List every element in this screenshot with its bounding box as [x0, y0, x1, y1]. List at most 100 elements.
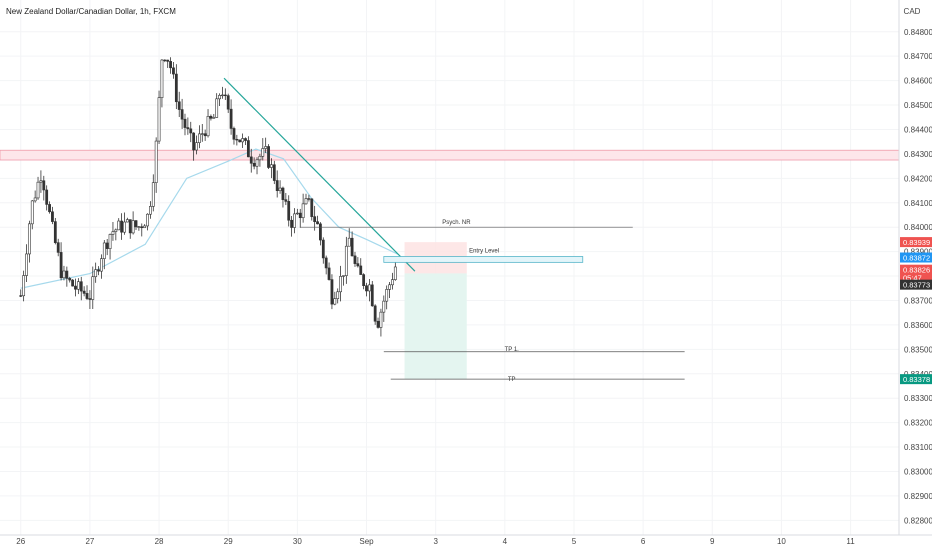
candle-body: [180, 109, 184, 120]
candle-body: [102, 242, 106, 259]
candle-body: [183, 118, 187, 128]
candle-body: [85, 293, 89, 299]
tp-label: TP: [508, 377, 516, 383]
candle-body: [267, 146, 270, 168]
candle-body: [284, 199, 288, 202]
candle-body: [33, 197, 37, 202]
candle-body: [301, 203, 305, 219]
price-tag-text: 0.83939: [903, 238, 930, 247]
price-tag-stop: [900, 237, 932, 248]
candle-body: [393, 266, 397, 280]
candle-body: [19, 295, 23, 297]
downtrend-line: [223, 77, 416, 272]
candle-body: [278, 187, 282, 191]
time-tick-label: 30: [293, 537, 302, 546]
candle-body: [350, 237, 354, 257]
candle-body: [238, 139, 242, 143]
entry-level-box: [383, 256, 584, 263]
candle-body: [339, 276, 342, 293]
candle-body: [330, 279, 334, 305]
candle-body: [321, 239, 325, 259]
candle-body: [131, 220, 135, 234]
time-tick-label: 6: [641, 537, 646, 546]
candle-body: [316, 221, 319, 225]
candle-body: [359, 265, 363, 275]
candle-body: [336, 291, 340, 299]
candle-body: [264, 146, 268, 149]
candle-body: [241, 138, 245, 143]
candle-body: [324, 257, 328, 269]
candle-body: [65, 270, 69, 279]
candle-body: [114, 229, 118, 232]
candle-body: [221, 94, 224, 97]
candle-body: [304, 198, 308, 205]
price-tick-label: 0.84400: [904, 125, 932, 134]
price-tick-label: 0.84600: [904, 77, 932, 86]
candle-body: [100, 258, 103, 272]
time-tick-label: 4: [503, 537, 508, 546]
drawings[interactable]: [223, 77, 685, 380]
candle-body: [189, 128, 193, 134]
candle-body: [42, 180, 46, 191]
price-tick-label: 0.83100: [904, 443, 932, 452]
candle-body: [197, 133, 201, 143]
price-tick-label: 0.83200: [904, 419, 932, 428]
candle-body: [385, 289, 389, 302]
candle-body: [25, 253, 28, 276]
price-tick-label: 0.84100: [904, 199, 932, 208]
candle-body: [342, 275, 345, 277]
candle-body: [94, 269, 98, 278]
candle-body: [149, 206, 152, 215]
candle-body: [76, 281, 80, 290]
price-tick-label: 0.82800: [904, 516, 932, 525]
time-tick-label: 3: [433, 537, 438, 546]
price-tick-label: 0.84700: [904, 52, 932, 61]
candle-body: [45, 189, 49, 205]
entry-level-label: Entry Level: [469, 249, 499, 255]
candle-body: [258, 155, 262, 161]
price-tick-label: 0.83000: [904, 467, 932, 476]
candle-body: [177, 101, 181, 110]
candle-body: [365, 285, 368, 292]
candle-body: [140, 226, 144, 229]
candle-body: [379, 311, 383, 328]
candle-body: [125, 219, 129, 223]
candle-body: [232, 128, 236, 140]
candle-body: [134, 220, 138, 228]
price-tick-label: 0.84000: [904, 223, 932, 232]
candle-body: [143, 225, 147, 229]
candle-body: [36, 181, 40, 199]
candle-body: [123, 221, 126, 233]
candle-body: [172, 67, 175, 75]
candle-body: [313, 216, 317, 222]
candle-body: [154, 140, 158, 183]
candle-body: [333, 298, 337, 305]
price-tag-text: 0.83872: [903, 254, 930, 263]
price-tag-entry: [900, 252, 932, 263]
price-tick-label: 0.84200: [904, 174, 932, 183]
candle-body: [370, 284, 374, 307]
time-tick-label: 28: [155, 537, 164, 546]
candle-body: [163, 59, 167, 62]
candle-body: [151, 182, 155, 207]
candle-body: [281, 187, 285, 200]
price-tick-label: 0.84500: [904, 101, 932, 110]
time-tick-label: 29: [224, 537, 233, 546]
price-tag-text: 0.83826: [903, 266, 930, 275]
candle-body: [88, 298, 92, 300]
candle-body: [249, 156, 253, 164]
price-tick-label: 0.82900: [904, 492, 932, 501]
candle-body: [344, 245, 348, 276]
time-axis[interactable]: 26 27 28 29 30 Sep 3 4 5 6 9 10 11: [16, 537, 855, 546]
candle-body: [376, 320, 380, 328]
candle-body: [51, 211, 54, 222]
candle-body: [79, 281, 83, 292]
candle-body: [111, 231, 115, 235]
candle-body: [62, 270, 66, 279]
candle-body: [235, 138, 239, 141]
candle-body: [160, 59, 164, 98]
candle-body: [295, 212, 299, 215]
candle-body: [128, 219, 132, 234]
